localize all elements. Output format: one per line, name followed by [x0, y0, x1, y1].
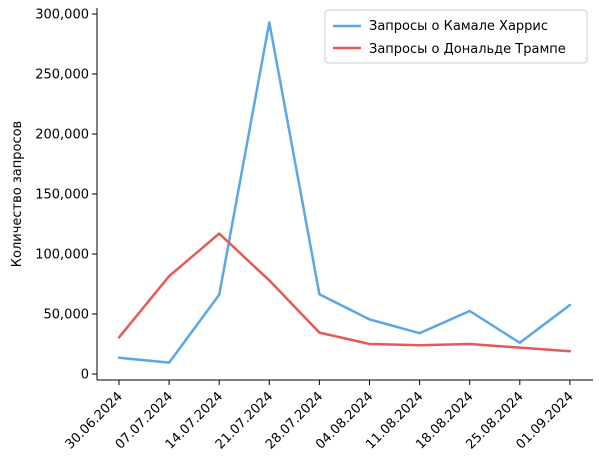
legend-label-kamala: Запросы о Камале Харрис — [369, 19, 548, 34]
y-tick-label: 50,000 — [44, 308, 90, 323]
y-ticks: 0 50,000 100,000 150,000 200,000 250,000 300,0… — [35, 8, 97, 383]
y-tick-label: 250,000 — [35, 68, 89, 83]
y-axis-label: Количество запросов — [10, 121, 25, 267]
y-tick-label: 150,000 — [35, 188, 89, 203]
y-tick-label: 200,000 — [35, 128, 89, 143]
legend-frame — [324, 9, 588, 64]
y-tick-label: 0 — [81, 368, 89, 383]
series-line-trump — [117, 232, 572, 353]
y-tick-label: 300,000 — [35, 8, 89, 23]
series-line-kamala — [117, 21, 572, 364]
legend: Запросы о Камале Харрис Запросы о Дональ… — [324, 9, 588, 64]
series-group — [117, 21, 572, 364]
x-ticks: 30.06.202407.07.202414.07.202421.07.2024… — [63, 380, 577, 452]
y-tick-label: 100,000 — [35, 248, 89, 263]
axes — [96, 8, 593, 381]
legend-label-trump: Запросы о Дональде Трампе — [369, 42, 566, 57]
